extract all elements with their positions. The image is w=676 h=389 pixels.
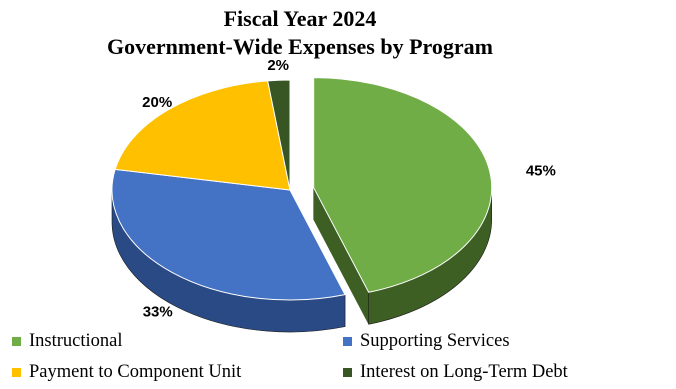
chart-subtitle: Government-Wide Expenses by Program <box>107 34 493 59</box>
pie-label-payment-to-component-unit: 20% <box>142 94 172 111</box>
legend-swatch-supporting-services <box>343 337 352 346</box>
pie-slice-supporting-services <box>111 168 346 301</box>
legend-item-payment-to-component-unit: Payment to Component Unit <box>12 362 241 383</box>
legend-swatch-interest-on-long-term-debt <box>343 368 352 377</box>
chart-title: Fiscal Year 2024 <box>223 6 377 31</box>
legend-item-instructional: Instructional <box>12 331 123 352</box>
legend-item-supporting-services: Supporting Services <box>343 331 510 352</box>
legend-label-payment-to-component-unit: Payment to Component Unit <box>29 362 242 382</box>
legend-label-interest-on-long-term-debt: Interest on Long-Term Debt <box>360 362 568 382</box>
legend-swatch-instructional <box>12 337 21 346</box>
legend-item-interest-on-long-term-debt: Interest on Long-Term Debt <box>343 362 568 383</box>
pie-slice-payment-to-component-unit <box>114 80 291 191</box>
pie-labels: 45% 33% 20% 2% <box>142 57 556 320</box>
legend-label-instructional: Instructional <box>29 331 123 351</box>
pie-tops <box>111 77 493 301</box>
pie-label-supporting-services: 33% <box>143 303 173 320</box>
pie-slice-instructional <box>313 77 493 293</box>
legend-swatch-payment-to-component-unit <box>12 368 21 377</box>
pie-label-interest-on-long-term-debt: 2% <box>267 57 289 74</box>
legend-label-supporting-services: Supporting Services <box>360 331 510 351</box>
pie-label-instructional: 45% <box>526 163 556 180</box>
pie-slice-interest-on-long-term-debt <box>267 79 291 191</box>
